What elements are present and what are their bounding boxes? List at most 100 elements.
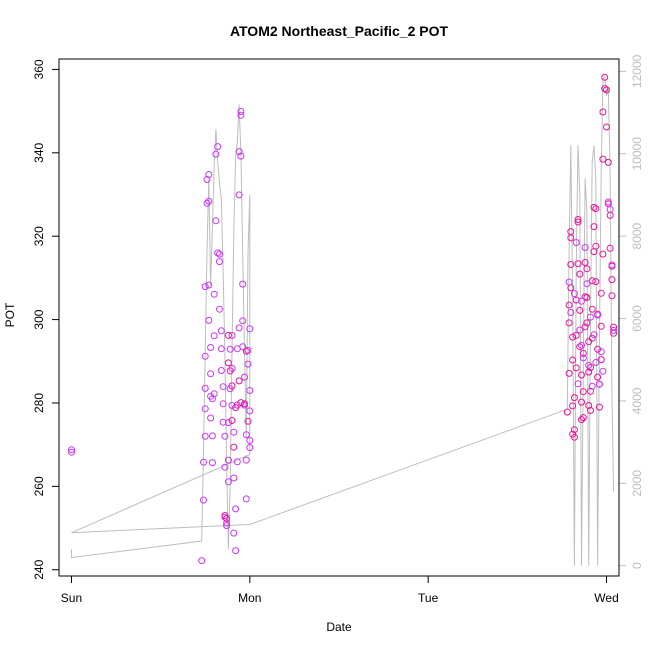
y-tick-label: 280 xyxy=(32,393,46,413)
data-point xyxy=(570,433,578,441)
data-point xyxy=(207,370,215,378)
data-point xyxy=(572,296,580,304)
data-point xyxy=(610,326,618,334)
data-point xyxy=(590,203,598,211)
y2-tick-label: 2000 xyxy=(630,470,644,497)
data-point xyxy=(595,403,603,411)
data-point xyxy=(210,290,218,298)
data-point xyxy=(594,311,602,319)
data-point xyxy=(228,382,236,390)
data-point xyxy=(217,367,225,374)
data-point xyxy=(200,496,207,504)
data-point xyxy=(610,329,618,337)
data-point xyxy=(242,347,250,355)
data-point xyxy=(232,505,240,513)
data-point xyxy=(201,352,209,360)
data-point xyxy=(581,259,589,266)
data-point xyxy=(224,456,232,464)
data-point xyxy=(226,345,234,353)
data-point xyxy=(235,191,243,199)
data-point xyxy=(588,277,596,285)
data-point xyxy=(581,323,589,331)
data-point xyxy=(578,398,585,406)
data-point xyxy=(595,380,603,388)
data-point xyxy=(588,305,596,313)
data-point xyxy=(587,407,594,414)
data-point xyxy=(201,432,209,440)
y2-tick-label: 8000 xyxy=(630,222,644,249)
x-tick-label: Sun xyxy=(61,591,82,605)
x-tick-label: Tue xyxy=(418,591,439,605)
data-point xyxy=(603,123,610,131)
data-point xyxy=(246,325,254,333)
data-point xyxy=(604,158,612,166)
data-point xyxy=(212,217,220,225)
data-point xyxy=(576,270,584,278)
data-point xyxy=(214,143,222,151)
data-point xyxy=(574,260,582,268)
data-point xyxy=(585,368,593,376)
data-point xyxy=(583,265,591,273)
data-point xyxy=(233,458,241,466)
data-point xyxy=(205,316,213,324)
data-point xyxy=(599,155,607,163)
series-line xyxy=(71,75,615,566)
data-point xyxy=(579,388,587,396)
y-axis-label: POT xyxy=(3,302,17,327)
data-point xyxy=(578,297,585,305)
data-point xyxy=(219,418,227,426)
data-point xyxy=(217,345,225,353)
data-point xyxy=(235,324,243,332)
y-tick-label: 240 xyxy=(32,559,46,579)
y2-tick-label: 12000 xyxy=(630,54,644,88)
data-point xyxy=(597,348,605,356)
data-point xyxy=(576,326,584,334)
data-point xyxy=(579,354,587,362)
data-point xyxy=(235,148,243,156)
data-point xyxy=(597,322,605,330)
data-point xyxy=(572,239,580,246)
data-point xyxy=(228,417,236,424)
data-point xyxy=(578,341,585,349)
data-point xyxy=(239,317,247,325)
y-tick-label: 300 xyxy=(32,309,46,329)
y-tick-label: 260 xyxy=(32,476,46,496)
data-point xyxy=(239,280,247,288)
data-point xyxy=(601,73,609,81)
data-point xyxy=(244,417,252,425)
data-point xyxy=(579,349,587,357)
y-tick-label: 360 xyxy=(32,59,46,79)
data-point xyxy=(223,515,231,522)
data-point xyxy=(230,529,238,537)
data-point xyxy=(592,242,600,250)
data-point xyxy=(68,446,75,454)
y-tick-label: 320 xyxy=(32,226,46,246)
data-point xyxy=(563,408,571,416)
data-point xyxy=(226,367,234,375)
data-point xyxy=(230,428,238,436)
data-point xyxy=(599,367,607,375)
data-point xyxy=(569,402,577,410)
data-point xyxy=(608,276,616,284)
data-point xyxy=(223,519,231,527)
data-point xyxy=(223,522,231,530)
data-point xyxy=(608,261,616,269)
data-point xyxy=(574,218,582,226)
data-point xyxy=(603,86,610,94)
data-point xyxy=(216,305,223,313)
data-point xyxy=(587,387,594,395)
data-point xyxy=(216,250,223,258)
data-point xyxy=(241,373,248,381)
data-point xyxy=(224,359,232,367)
data-point xyxy=(597,289,605,297)
data-point xyxy=(200,458,207,466)
data-point xyxy=(604,198,612,206)
data-point xyxy=(578,416,585,424)
data-point xyxy=(597,356,605,364)
data-point xyxy=(592,205,600,213)
data-point xyxy=(572,364,580,372)
data-point xyxy=(224,478,232,486)
data-point xyxy=(237,152,245,160)
data-point xyxy=(205,197,213,205)
data-point xyxy=(246,407,254,415)
